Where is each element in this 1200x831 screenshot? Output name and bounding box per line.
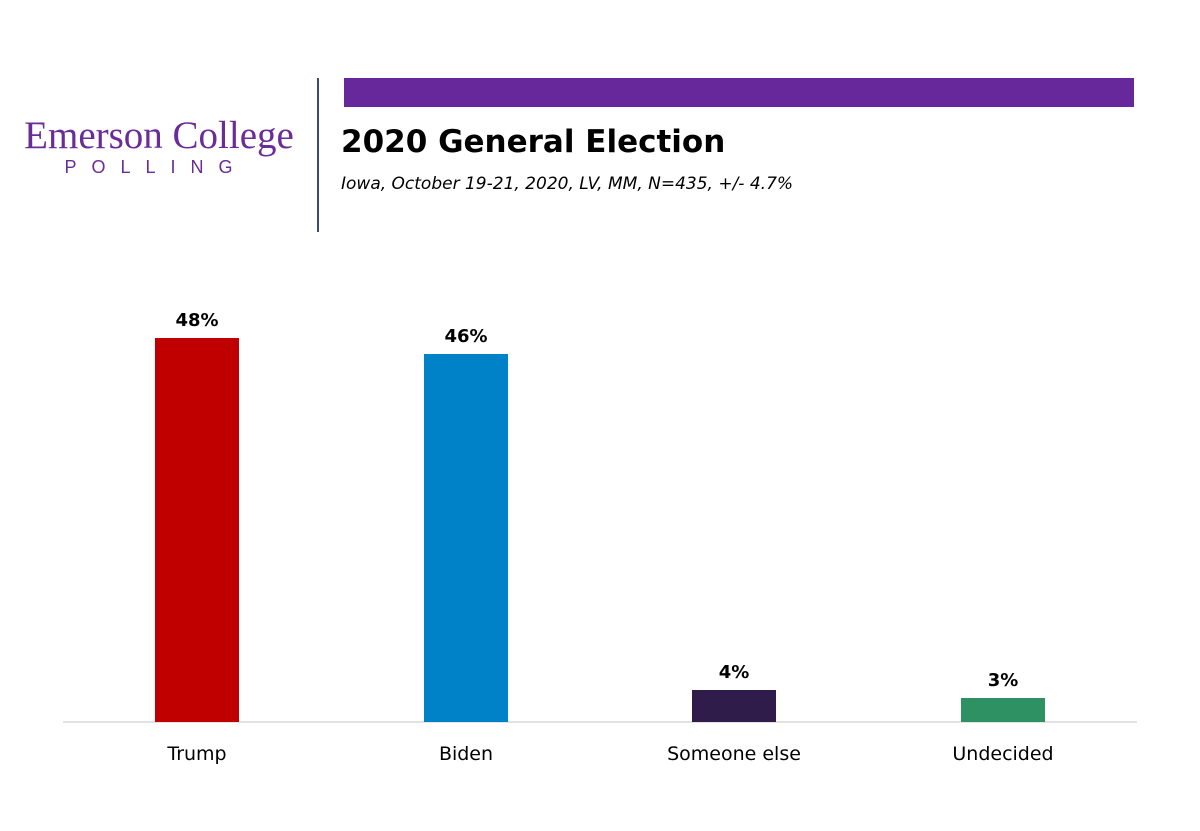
bar-trump [155, 338, 239, 722]
bar-value-label: 3% [988, 670, 1019, 691]
bars-layer: 48% Trump 46% Biden 4% Someone else 3% Undecide… [155, 310, 1054, 765]
header-divider [317, 78, 319, 232]
category-label: Trump [166, 743, 226, 765]
bar-biden [424, 354, 508, 722]
logo-wordmark: Emerson College [24, 114, 294, 157]
category-label: Undecided [952, 743, 1053, 765]
page-title: 2020 General Election [341, 124, 726, 160]
bar-someone-else [692, 690, 776, 722]
bar-value-label: 46% [444, 326, 487, 347]
header-accent-bar [344, 78, 1134, 107]
logo-subtitle: POLLING [64, 157, 248, 177]
page-subtitle: Iowa, October 19-21, 2020, LV, MM, N=435… [341, 174, 794, 194]
category-label: Someone else [667, 743, 801, 765]
category-label: Biden [439, 743, 493, 765]
bar-value-label: 48% [175, 310, 218, 331]
bar-undecided [961, 698, 1045, 722]
bar-value-label: 4% [719, 662, 750, 683]
